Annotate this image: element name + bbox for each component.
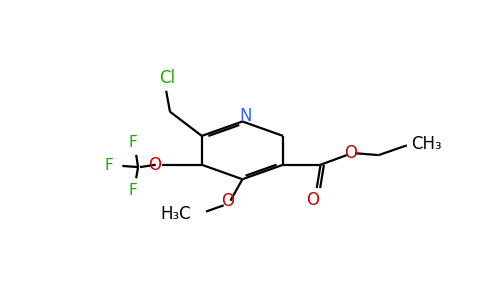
Text: O: O [221, 192, 234, 210]
Text: F: F [128, 135, 137, 150]
Text: O: O [148, 156, 161, 174]
Text: N: N [239, 107, 252, 125]
Text: CH₃: CH₃ [411, 135, 442, 153]
Text: Cl: Cl [159, 69, 175, 87]
Text: F: F [128, 183, 137, 198]
Text: O: O [344, 144, 357, 162]
Text: F: F [105, 158, 114, 173]
Text: O: O [306, 191, 319, 209]
Text: H₃C: H₃C [160, 205, 191, 223]
